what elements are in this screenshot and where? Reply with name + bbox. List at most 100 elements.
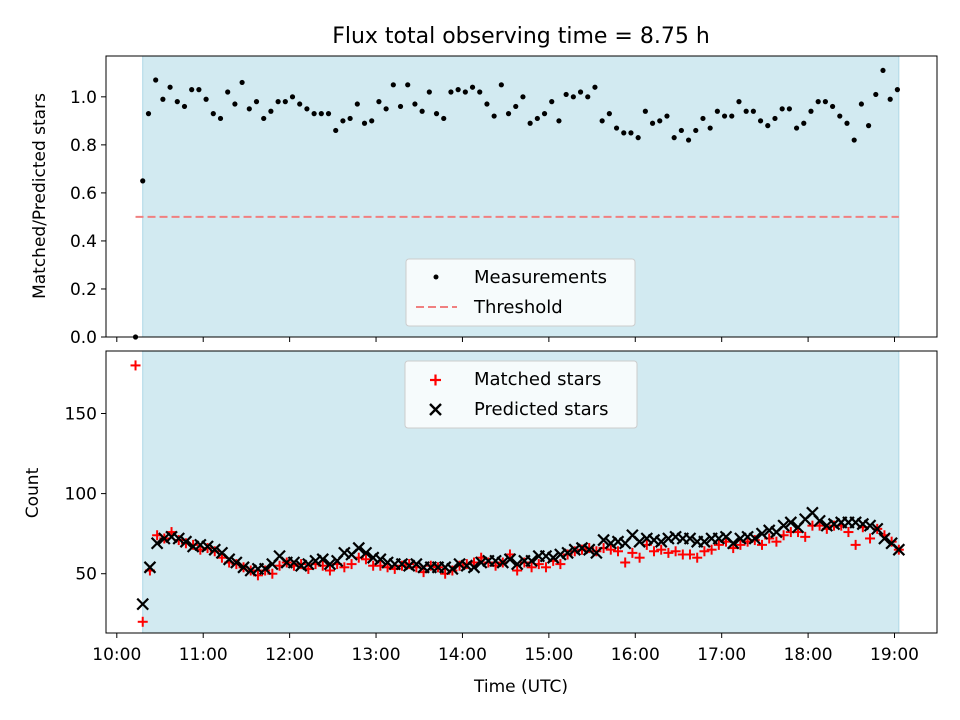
predicted-star-point — [179, 535, 193, 548]
measurement-point — [822, 99, 828, 105]
predicted-star-point — [892, 543, 906, 556]
predicted-star-point — [496, 556, 510, 569]
measurement-point — [592, 84, 598, 90]
predicted-star-point — [633, 535, 646, 548]
predicted-star-point — [597, 533, 610, 547]
top-legend-box — [405, 258, 636, 327]
predicted-star-point — [446, 562, 459, 576]
predicted-star-point — [698, 535, 711, 548]
measurement-point — [210, 111, 216, 117]
predicted-star-point — [222, 553, 236, 566]
predicted-star-point — [287, 556, 301, 569]
matched-star-points — [130, 360, 904, 627]
measurement-point — [621, 130, 627, 136]
matched-star-point — [526, 562, 537, 573]
matched-star-point — [663, 547, 674, 558]
predicted-star-point — [870, 522, 884, 536]
measurement-point — [189, 87, 195, 93]
predicted-star-points — [136, 506, 906, 611]
predicted-star-point — [258, 562, 272, 576]
predicted-star-point — [208, 543, 222, 556]
matched-star-point — [706, 544, 717, 555]
measurement-point — [570, 94, 576, 100]
matched-star-point — [612, 546, 623, 557]
measurement-point — [232, 101, 238, 107]
measurement-point — [664, 113, 670, 119]
top-x-ticks — [116, 337, 896, 342]
ratio-panel: 0.0 0.2 0.4 0.6 0.8 1.0 Matched/Predicted sta… — [30, 55, 938, 348]
measurement-point — [678, 127, 684, 134]
measurement-point — [865, 123, 872, 129]
measurement-point — [707, 125, 713, 131]
measurement-point — [239, 79, 245, 86]
measurement-point — [311, 111, 317, 117]
y-tick-label: 1.0 — [70, 88, 97, 108]
measurement-point — [556, 118, 562, 124]
predicted-star-point — [726, 536, 740, 550]
x-tick-label: 19:00 — [870, 645, 919, 665]
measurement-point — [527, 120, 533, 126]
predicted-star-point — [546, 551, 560, 564]
predicted-star-point — [561, 546, 574, 560]
legend-predicted-marker — [429, 403, 442, 416]
matched-star-point — [260, 565, 271, 576]
measurement-point — [628, 130, 634, 136]
predicted-star-point — [172, 532, 186, 545]
measurement-point — [808, 108, 814, 114]
measurement-point — [491, 113, 497, 119]
matched-star-point — [540, 562, 551, 573]
measurement-point — [873, 91, 879, 98]
measurement-point — [347, 115, 353, 122]
matched-star-point — [843, 527, 854, 538]
legend-measurements-label: Measurements — [474, 267, 607, 288]
measurement-point — [815, 99, 821, 105]
top-y-axis: 0.0 0.2 0.4 0.6 0.8 1.0 — [70, 88, 106, 348]
bottom-x-axis: 10:00 11:00 12:00 13:00 14:00 15:00 16:00 17:00… — [92, 633, 919, 665]
predicted-star-point — [755, 527, 769, 540]
chart-title: Flux total observing time = 8.75 h — [332, 24, 710, 49]
measurement-point — [217, 115, 224, 122]
measurement-point — [397, 103, 404, 110]
predicted-star-point — [143, 561, 157, 574]
measurement-point — [261, 115, 267, 122]
measurement-point — [729, 113, 735, 119]
measurement-point — [340, 118, 346, 124]
measurement-point — [145, 111, 152, 117]
legend-measurements-marker — [433, 274, 439, 280]
predicted-star-point — [302, 557, 315, 571]
measurement-point — [225, 89, 231, 95]
measurement-point — [642, 108, 648, 114]
measurement-point — [253, 99, 260, 105]
measurement-point — [505, 111, 512, 117]
measurement-point — [772, 115, 778, 122]
measurement-point — [361, 120, 368, 126]
matched-star-point — [130, 360, 141, 371]
measurement-point — [246, 106, 252, 112]
matched-star-point — [137, 616, 148, 627]
measurement-point — [786, 106, 792, 112]
y-tick-label: 0.0 — [70, 328, 97, 348]
measurement-point — [160, 96, 166, 102]
predicted-star-point — [590, 546, 603, 560]
matched-star-point — [483, 557, 494, 568]
measurement-point — [153, 77, 159, 83]
measurement-point — [736, 99, 742, 105]
matched-star-point — [800, 531, 811, 542]
matched-star-point — [634, 552, 645, 563]
matched-star-point — [648, 546, 659, 557]
measurement-point — [419, 108, 425, 114]
measurement-point — [657, 118, 663, 124]
measurement-point — [498, 82, 504, 88]
measurement-point — [635, 135, 641, 141]
predicted-star-point — [503, 553, 517, 566]
x-tick-label: 12:00 — [265, 645, 314, 665]
y-tick-label: 100 — [65, 485, 97, 505]
measurement-point — [693, 127, 699, 134]
measurement-point — [441, 115, 447, 122]
measurement-point — [887, 96, 893, 102]
measurement-point — [858, 101, 864, 107]
measurement-point — [520, 94, 526, 100]
measurement-point — [541, 111, 548, 117]
measurement-point — [369, 118, 375, 124]
